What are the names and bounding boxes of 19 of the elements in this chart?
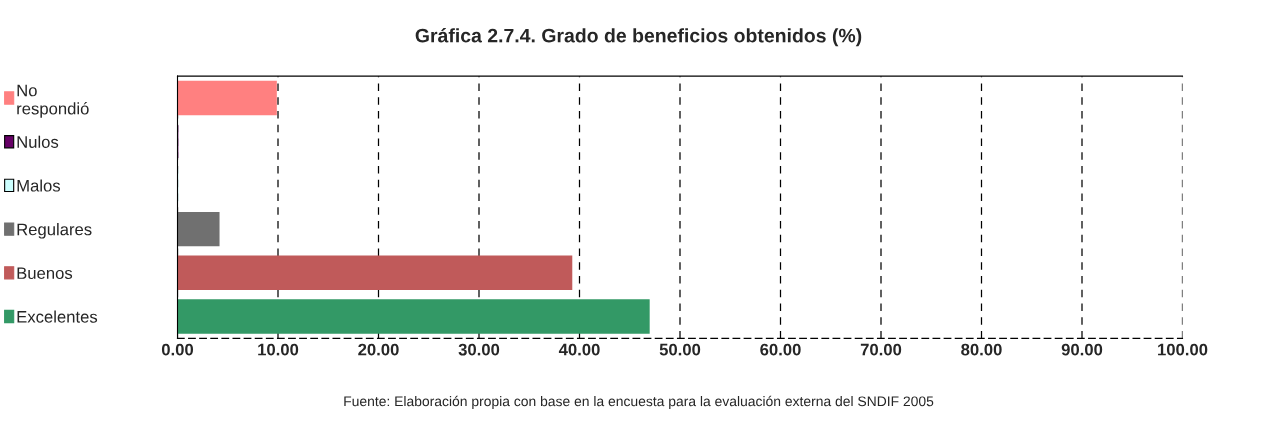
x-tick-label: 80.00 xyxy=(961,343,1002,356)
x-tick-label: 90.00 xyxy=(1061,343,1103,356)
x-tick-label: 20.00 xyxy=(358,343,399,356)
x-tick-label: 10.00 xyxy=(258,343,299,356)
chart-title: Gráfica 2.7.4. Grado de beneficios obtenidos (%) xyxy=(415,28,862,47)
y-tick-label: Nulos xyxy=(17,135,59,148)
x-tick-label: 40.00 xyxy=(558,343,600,356)
x-tick-label: 50.00 xyxy=(659,343,701,356)
source-note: Fuente: Elaboración propia con base en la encuesta para la evaluación externa del SNDIF 2005 xyxy=(344,395,934,409)
x-tick-label: 0.00 xyxy=(161,343,194,356)
x-tick-label: 30.00 xyxy=(458,343,500,356)
y-tick-label: No respondió xyxy=(17,84,89,118)
y-tick-label: Excelentes xyxy=(17,310,98,323)
x-tick-label: 60.00 xyxy=(760,343,801,356)
y-tick-label: Buenos xyxy=(17,267,73,280)
x-tick-label: 100.00 xyxy=(1158,343,1208,356)
y-tick-label: Malos xyxy=(17,179,61,192)
y-tick-label: Regulares xyxy=(17,223,92,239)
x-tick-label: 70.00 xyxy=(860,343,902,356)
